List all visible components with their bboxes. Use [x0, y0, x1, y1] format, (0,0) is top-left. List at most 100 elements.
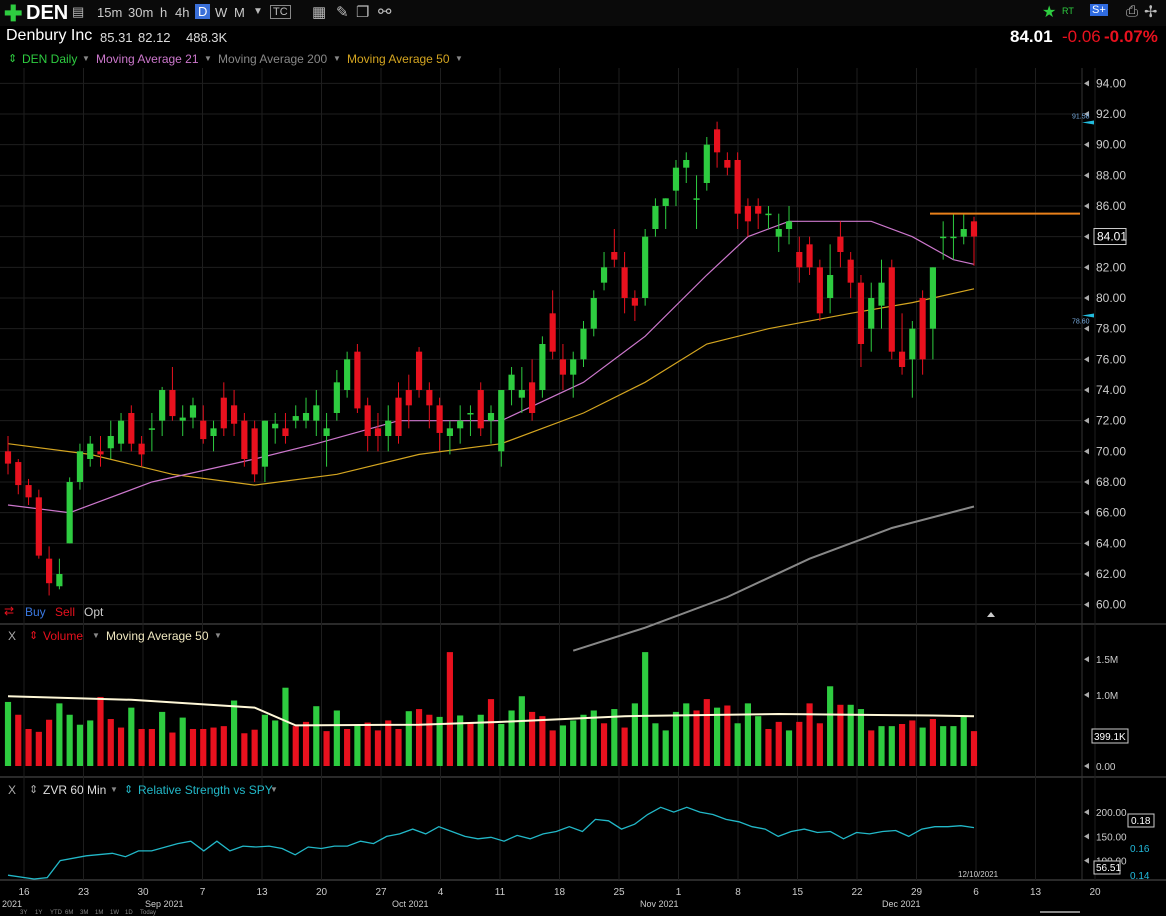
candle[interactable] — [169, 367, 176, 421]
rt-toggle[interactable]: RT — [1062, 6, 1074, 16]
candle[interactable] — [333, 370, 340, 421]
candle[interactable] — [827, 244, 834, 314]
candle[interactable] — [364, 397, 371, 452]
candle[interactable] — [621, 252, 628, 314]
candle[interactable] — [652, 198, 659, 237]
candle[interactable] — [878, 259, 885, 329]
candle[interactable] — [87, 436, 94, 467]
interval-m[interactable]: M — [234, 5, 245, 20]
candle[interactable] — [446, 420, 453, 455]
candle[interactable] — [765, 206, 772, 229]
rs-close-icon[interactable]: X — [8, 783, 17, 797]
candle[interactable] — [354, 344, 361, 413]
candle[interactable] — [796, 236, 803, 283]
volume-ma-label[interactable]: Moving Average 50 — [106, 629, 209, 643]
legend-series[interactable]: DEN Daily — [22, 52, 78, 66]
legend-ma50[interactable]: Moving Average 50 — [347, 52, 450, 66]
candle[interactable] — [477, 382, 484, 436]
candle[interactable] — [755, 198, 762, 229]
interval-w[interactable]: W — [215, 5, 228, 20]
rs-title[interactable]: ZVR 60 Min — [43, 783, 107, 797]
candle[interactable] — [714, 121, 721, 168]
candle[interactable] — [539, 336, 546, 398]
candle[interactable] — [323, 413, 330, 467]
volume-close-icon[interactable]: X — [8, 629, 17, 643]
candle[interactable] — [395, 382, 402, 444]
candle[interactable] — [148, 413, 155, 452]
candle[interactable] — [909, 321, 916, 398]
options-button[interactable]: Opt — [84, 605, 104, 619]
interval-30m[interactable]: 30m — [128, 5, 154, 20]
interval-15m[interactable]: 15m — [97, 5, 123, 20]
candle[interactable] — [467, 405, 474, 436]
candle[interactable] — [549, 290, 556, 360]
candle[interactable] — [138, 436, 145, 467]
candle[interactable] — [837, 221, 844, 268]
rs-indicator-label[interactable]: Relative Strength vs SPY — [138, 783, 273, 797]
candle[interactable] — [703, 137, 710, 191]
candle[interactable] — [200, 405, 207, 444]
trade-icon[interactable]: ⇄ — [4, 604, 15, 618]
candle[interactable] — [487, 405, 495, 444]
chevron-down-icon[interactable]: ▼ — [92, 631, 100, 640]
candle[interactable] — [940, 221, 947, 260]
candle[interactable] — [374, 413, 382, 452]
candle[interactable] — [559, 344, 567, 390]
candle[interactable] — [816, 259, 823, 321]
candle[interactable] — [580, 321, 587, 367]
candle[interactable] — [929, 267, 936, 360]
candle[interactable] — [600, 252, 608, 291]
candle[interactable] — [734, 152, 741, 229]
buy-button[interactable]: Buy — [25, 605, 46, 619]
print-icon[interactable]: ⎙ — [1126, 3, 1139, 20]
candle[interactable] — [436, 397, 443, 452]
legend-updown-icon[interactable]: ⇕ — [8, 53, 18, 65]
candle[interactable] — [282, 413, 289, 444]
candle[interactable] — [302, 397, 310, 429]
candle[interactable] — [210, 420, 217, 452]
candle[interactable] — [898, 313, 906, 375]
chart-style-icon[interactable]: ▤ — [72, 4, 85, 19]
symbol-label[interactable]: DEN — [26, 2, 69, 24]
chevron-down-icon[interactable]: ▼ — [82, 54, 90, 63]
volume-title[interactable]: Volume — [43, 629, 84, 643]
candle[interactable] — [570, 351, 577, 398]
scanner-icon[interactable]: S+ — [1090, 4, 1108, 16]
candle[interactable] — [806, 236, 813, 275]
interval-4h[interactable]: 4h — [175, 5, 190, 20]
candle[interactable] — [724, 152, 731, 176]
candle[interactable] — [56, 558, 63, 590]
candle[interactable] — [960, 213, 967, 245]
chevron-down-icon[interactable]: ▼ — [455, 54, 463, 63]
interval-d[interactable]: D — [195, 4, 211, 19]
candle[interactable] — [518, 367, 525, 413]
candle[interactable] — [744, 198, 751, 237]
candle[interactable] — [231, 390, 238, 436]
add-symbol-icon[interactable]: ✚ — [4, 1, 23, 26]
candle[interactable] — [590, 290, 597, 337]
candle[interactable] — [868, 282, 875, 352]
chevron-down-icon[interactable]: ▼ — [270, 785, 278, 794]
candle[interactable] — [76, 443, 84, 490]
candle[interactable] — [46, 546, 53, 596]
candle[interactable] — [25, 478, 32, 505]
candle[interactable] — [15, 459, 22, 495]
candle[interactable] — [642, 229, 649, 306]
chevron-down-icon[interactable]: ▼ — [214, 631, 222, 640]
chevron-down-icon[interactable]: ▼ — [253, 6, 263, 17]
candle[interactable] — [611, 229, 618, 268]
layout-icon[interactable]: ❐ — [356, 4, 370, 21]
candle[interactable] — [159, 386, 166, 436]
candle[interactable] — [35, 489, 42, 559]
candle[interactable] — [292, 405, 299, 429]
candle[interactable] — [66, 477, 73, 544]
candle[interactable] — [508, 367, 515, 406]
legend-ma200[interactable]: Moving Average 200 — [218, 52, 328, 66]
sell-button[interactable]: Sell — [55, 605, 76, 619]
share-icon[interactable]: ⚯ — [378, 4, 392, 21]
candle[interactable] — [385, 405, 392, 452]
candle[interactable] — [344, 351, 351, 398]
rs-updown-icon[interactable]: ⇕ — [124, 784, 134, 796]
draw-pencil-icon[interactable]: ✎ — [336, 4, 349, 21]
candle[interactable] — [97, 436, 104, 467]
